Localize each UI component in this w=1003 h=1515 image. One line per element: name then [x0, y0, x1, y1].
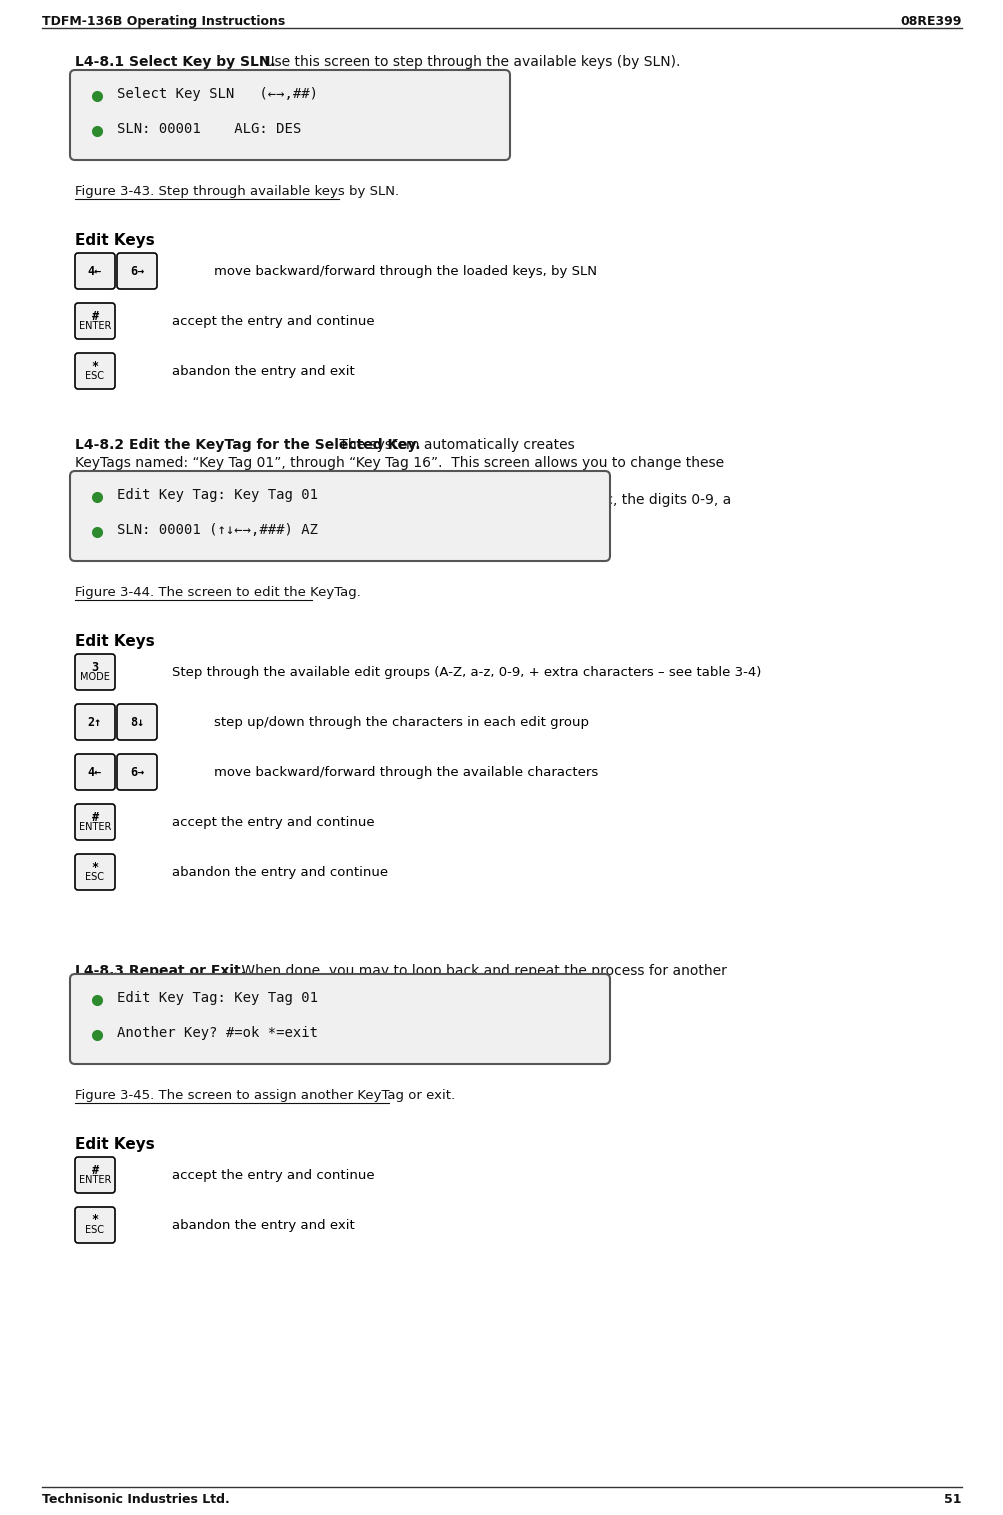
- Text: abandon the entry and exit: abandon the entry and exit: [172, 365, 354, 377]
- Text: 08RE399: 08RE399: [900, 15, 961, 27]
- Text: 8↓: 8↓: [129, 715, 144, 729]
- Text: *: *: [91, 861, 98, 874]
- Text: move backward/forward through the available characters: move backward/forward through the availa…: [214, 765, 598, 779]
- Text: L4-8.1 Select Key by SLN.: L4-8.1 Select Key by SLN.: [75, 55, 276, 70]
- Text: Another Key? #=ok *=exit: Another Key? #=ok *=exit: [117, 1026, 318, 1039]
- FancyBboxPatch shape: [75, 1207, 115, 1242]
- FancyBboxPatch shape: [75, 1157, 115, 1192]
- Text: L4-8.3 Repeat or Exit.: L4-8.3 Repeat or Exit.: [75, 964, 246, 979]
- Text: When done, you may to loop back and repeat the process for another: When done, you may to loop back and repe…: [237, 964, 726, 979]
- Text: ESC: ESC: [85, 371, 104, 380]
- Text: Edit Keys: Edit Keys: [75, 633, 154, 648]
- Text: Figure 3-43. Step through available keys by SLN.: Figure 3-43. Step through available keys…: [75, 185, 399, 198]
- Text: Edit Key Tag: Key Tag 01: Edit Key Tag: Key Tag 01: [117, 991, 318, 1004]
- Text: ESC: ESC: [85, 1226, 104, 1235]
- Text: 6→: 6→: [129, 265, 144, 277]
- Text: 6→: 6→: [129, 765, 144, 779]
- Text: #: #: [91, 811, 98, 824]
- Text: KeyTags named: “Key Tag 01”, through “Key Tag 16”.  This screen allows you to ch: KeyTags named: “Key Tag 01”, through “Ke…: [75, 456, 730, 526]
- Text: Figure 3-45. The screen to assign another KeyTag or exit.: Figure 3-45. The screen to assign anothe…: [75, 1089, 454, 1101]
- Text: abandon the entry and exit: abandon the entry and exit: [172, 1218, 354, 1232]
- Text: The encryption algorithm for the key is indicated as well.: The encryption algorithm for the key is …: [75, 73, 470, 86]
- Text: SLN: 00001 (↑↓←→,###) AZ: SLN: 00001 (↑↓←→,###) AZ: [117, 523, 318, 536]
- FancyBboxPatch shape: [70, 70, 510, 161]
- Text: 4←: 4←: [88, 765, 102, 779]
- Text: TDFM-136B Operating Instructions: TDFM-136B Operating Instructions: [42, 15, 285, 27]
- Text: accept the entry and continue: accept the entry and continue: [172, 1168, 374, 1182]
- Text: Technisonic Industries Ltd.: Technisonic Industries Ltd.: [42, 1492, 230, 1506]
- FancyBboxPatch shape: [75, 353, 115, 389]
- FancyBboxPatch shape: [75, 704, 115, 739]
- Text: Select Key SLN   (←→,##): Select Key SLN (←→,##): [117, 86, 318, 102]
- FancyBboxPatch shape: [70, 471, 610, 561]
- Text: Figure 3-44. The screen to edit the KeyTag.: Figure 3-44. The screen to edit the KeyT…: [75, 586, 360, 598]
- Text: 2↑: 2↑: [88, 715, 102, 729]
- Text: 4←: 4←: [88, 265, 102, 277]
- FancyBboxPatch shape: [75, 804, 115, 839]
- FancyBboxPatch shape: [117, 754, 156, 789]
- Text: MODE: MODE: [80, 673, 109, 682]
- Text: 51: 51: [944, 1492, 961, 1506]
- Text: *: *: [91, 359, 98, 373]
- Text: 3: 3: [91, 661, 98, 674]
- Text: Edit Key Tag: Key Tag 01: Edit Key Tag: Key Tag 01: [117, 488, 318, 501]
- Text: ENTER: ENTER: [78, 823, 111, 832]
- Text: ENTER: ENTER: [78, 321, 111, 330]
- Text: The system automatically creates: The system automatically creates: [335, 438, 574, 451]
- FancyBboxPatch shape: [117, 253, 156, 289]
- Text: move backward/forward through the loaded keys, by SLN: move backward/forward through the loaded…: [214, 265, 597, 277]
- Text: step up/down through the characters in each edit group: step up/down through the characters in e…: [214, 715, 589, 729]
- Text: accept the entry and continue: accept the entry and continue: [172, 815, 374, 829]
- FancyBboxPatch shape: [75, 253, 115, 289]
- FancyBboxPatch shape: [117, 704, 156, 739]
- Text: Step through the available edit groups (A-Z, a-z, 0-9, + extra characters – see : Step through the available edit groups (…: [172, 665, 760, 679]
- Text: ENTER: ENTER: [78, 1176, 111, 1185]
- FancyBboxPatch shape: [75, 754, 115, 789]
- Text: L4-8.2 Edit the KeyTag for the Selected Key.: L4-8.2 Edit the KeyTag for the Selected …: [75, 438, 420, 451]
- Text: Use this screen to step through the available keys (by SLN).: Use this screen to step through the avai…: [260, 55, 680, 70]
- FancyBboxPatch shape: [70, 974, 610, 1064]
- FancyBboxPatch shape: [75, 854, 115, 889]
- Text: Edit Keys: Edit Keys: [75, 233, 154, 248]
- FancyBboxPatch shape: [75, 654, 115, 689]
- Text: #: #: [91, 309, 98, 323]
- Text: *: *: [91, 1214, 98, 1227]
- Text: #: #: [91, 1164, 98, 1177]
- FancyBboxPatch shape: [75, 303, 115, 339]
- Text: abandon the entry and continue: abandon the entry and continue: [172, 865, 388, 879]
- Text: key or to exit the editor entirely:: key or to exit the editor entirely:: [75, 982, 300, 995]
- Text: Edit Keys: Edit Keys: [75, 1136, 154, 1151]
- Text: ESC: ESC: [85, 873, 104, 882]
- Text: SLN: 00001    ALG: DES: SLN: 00001 ALG: DES: [117, 121, 301, 136]
- Text: accept the entry and continue: accept the entry and continue: [172, 315, 374, 327]
